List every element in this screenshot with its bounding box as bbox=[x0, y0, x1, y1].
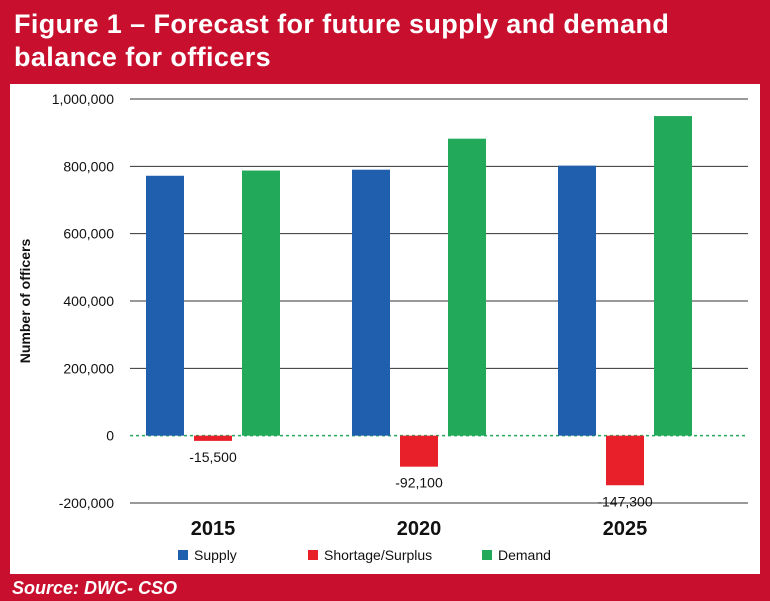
bar-shortage-surplus-2020 bbox=[400, 435, 438, 467]
figure-title-line-2: balance for officers bbox=[14, 42, 272, 72]
x-tick-label: 2020 bbox=[397, 518, 442, 540]
legend: Supply Shortage/Surplus Demand bbox=[178, 547, 551, 563]
data-label: -92,100 bbox=[395, 475, 443, 491]
y-tick-label: 200,000 bbox=[63, 360, 114, 376]
figure-title-line-1: Figure 1 – Forecast for future supply an… bbox=[14, 9, 670, 39]
y-tick-label: 1,000,000 bbox=[52, 91, 114, 107]
data-label: -15,500 bbox=[189, 449, 237, 465]
legend-swatch bbox=[308, 550, 318, 560]
bar-demand-2025 bbox=[654, 116, 692, 436]
bar-supply-2020 bbox=[352, 169, 390, 436]
chart-panel: -200,000 0 200,000 400,000 600,000 800,000 1,0… bbox=[10, 84, 760, 574]
y-tick-label: 0 bbox=[106, 428, 114, 444]
legend-label: Supply bbox=[194, 547, 237, 563]
y-tick-label: -200,000 bbox=[59, 495, 114, 511]
data-labels: -15,500 -92,100 -147,300 bbox=[189, 449, 653, 509]
x-tick-labels: 2015 2020 2025 bbox=[191, 518, 648, 540]
legend-swatch bbox=[178, 550, 188, 560]
y-tick-label: 800,000 bbox=[63, 158, 114, 174]
bar-supply-2025 bbox=[558, 165, 596, 436]
bar-demand-2020 bbox=[448, 138, 486, 436]
y-axis-label: Number of officers bbox=[17, 239, 33, 364]
figure-title: Figure 1 – Forecast for future supply an… bbox=[0, 0, 770, 84]
source-note: Source: DWC- CSO bbox=[12, 578, 178, 598]
y-tick-label: 600,000 bbox=[63, 226, 114, 242]
data-label: -147,300 bbox=[597, 493, 652, 509]
bar-supply-2015 bbox=[146, 175, 184, 436]
legend-label: Shortage/Surplus bbox=[324, 547, 432, 563]
bars bbox=[146, 116, 692, 486]
bar-shortage-surplus-2015 bbox=[194, 435, 232, 441]
legend-label: Demand bbox=[498, 547, 551, 563]
bar-chart: -200,000 0 200,000 400,000 600,000 800,000 1,0… bbox=[17, 91, 748, 563]
x-tick-label: 2025 bbox=[603, 518, 648, 540]
legend-swatch bbox=[482, 550, 492, 560]
x-tick-label: 2015 bbox=[191, 518, 236, 540]
gridlines bbox=[130, 98, 748, 504]
bar-demand-2015 bbox=[242, 170, 280, 436]
bar-shortage-surplus-2025 bbox=[606, 435, 644, 486]
y-tick-labels: -200,000 0 200,000 400,000 600,000 800,000 1,0… bbox=[52, 91, 115, 511]
y-tick-label: 400,000 bbox=[63, 293, 114, 309]
